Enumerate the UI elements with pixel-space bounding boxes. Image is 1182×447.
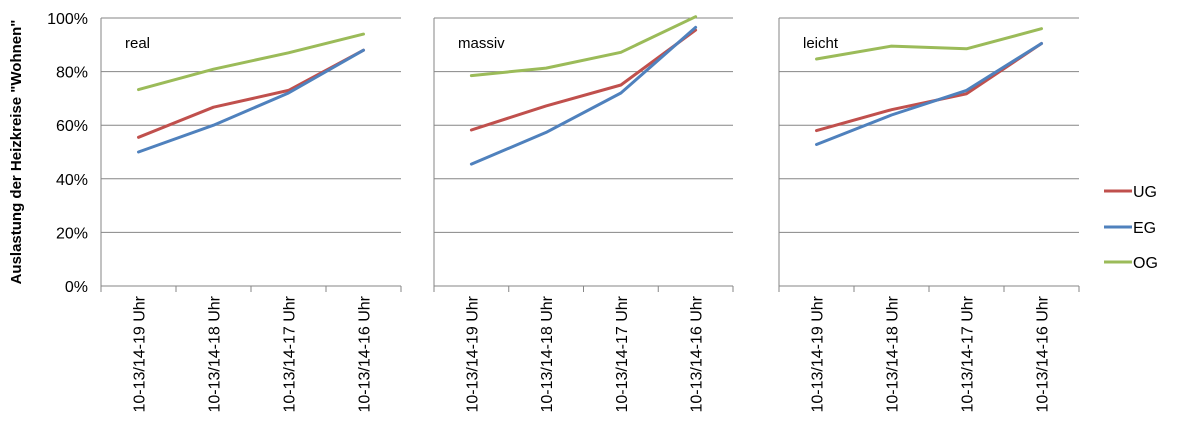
series-line-og	[815, 27, 1043, 61]
y-tick-label: 80%	[56, 65, 88, 82]
x-tick-label: 10-13/14-16 Uhr	[1035, 295, 1052, 412]
x-tick-label: 10-13/14-16 Uhr	[357, 295, 374, 412]
x-tick-label: 10-13/14-17 Uhr	[282, 295, 299, 412]
series-line-ug	[137, 48, 365, 139]
y-tick-label: 40%	[56, 172, 88, 189]
x-tick-label: 10-13/14-18 Uhr	[207, 295, 224, 412]
x-tick-label: 10-13/14-18 Uhr	[885, 295, 902, 412]
x-tick-label: 10-13/14-16 Uhr	[689, 295, 706, 412]
series-line-og	[469, 15, 698, 78]
legend-label-og: OG	[1133, 255, 1158, 272]
series-line-eg	[137, 48, 365, 154]
y-tick-label: 100%	[47, 11, 88, 28]
panel-label: massiv	[458, 35, 505, 52]
panel-label: leicht	[803, 35, 839, 52]
series-line-ug	[815, 42, 1043, 133]
x-tick-label: 10-13/14-19 Uhr	[810, 295, 827, 412]
series-line-ug	[469, 28, 698, 132]
y-axis-title: Auslastung der Heizkreise "Wohnen"	[8, 20, 25, 285]
x-tick-label: 10-13/14-19 Uhr	[464, 295, 481, 412]
y-tick-label: 20%	[56, 225, 88, 242]
series-line-eg	[815, 42, 1043, 146]
panel-label: real	[125, 35, 150, 52]
y-tick-label: 60%	[56, 118, 88, 135]
x-tick-label: 10-13/14-17 Uhr	[960, 295, 977, 412]
x-tick-label: 10-13/14-17 Uhr	[614, 295, 631, 412]
legend-label-ug: UG	[1133, 184, 1157, 201]
y-tick-label: 0%	[65, 279, 88, 296]
x-tick-label: 10-13/14-18 Uhr	[539, 295, 556, 412]
series-line-eg	[469, 25, 698, 166]
legend-label-eg: EG	[1133, 220, 1156, 237]
series-line-og	[137, 32, 365, 92]
x-tick-label: 10-13/14-19 Uhr	[132, 295, 149, 412]
